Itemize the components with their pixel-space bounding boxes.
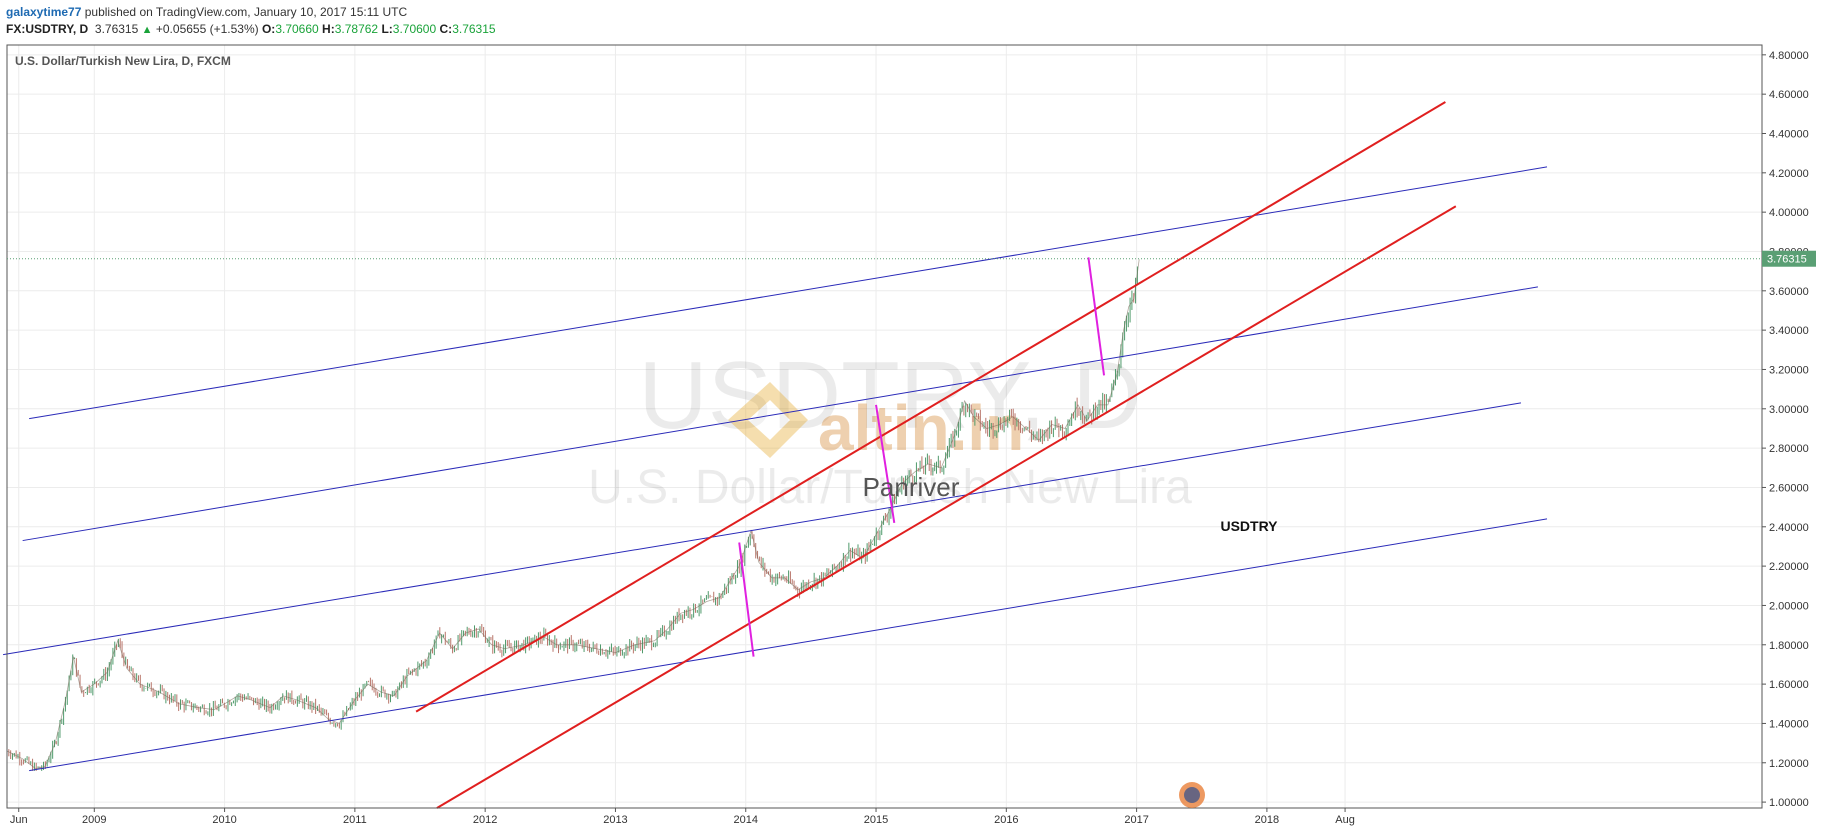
x-tick-label: 2009: [82, 814, 106, 826]
trendline-blue[interactable]: [3, 402, 1522, 656]
low-value: 3.70600: [392, 22, 437, 36]
y-tick-label: 2.60000: [1769, 482, 1809, 494]
trendline-blue[interactable]: [29, 166, 1548, 420]
symbol-label: FX:USDTRY, D: [6, 22, 89, 36]
y-tick-label: 2.00000: [1769, 600, 1809, 612]
y-tick-label: 1.60000: [1769, 679, 1809, 691]
publish-line: galaxytime77 published on TradingView.co…: [6, 5, 407, 19]
x-tick-label: 2016: [994, 814, 1018, 826]
trendlines: [3, 101, 1548, 809]
low-label: L:: [381, 22, 393, 36]
close-value: 3.76315: [452, 22, 496, 36]
trendline-magenta[interactable]: [1087, 257, 1106, 376]
quote-line: FX:USDTRY, D 3.76315 ▲ +0.05655 (+1.53%)…: [6, 22, 496, 37]
y-tick-label: 2.80000: [1769, 443, 1809, 455]
chart-title: U.S. Dollar/Turkish New Lira, D, FXCM: [15, 54, 231, 68]
plot-border: [6, 44, 1763, 809]
y-tick-label: 2.20000: [1769, 561, 1809, 573]
y-axis[interactable]: 4.800004.600004.400004.200004.000003.800…: [1762, 50, 1809, 809]
y-tick-label: 4.20000: [1769, 168, 1809, 180]
x-tick-label: 2017: [1124, 814, 1148, 826]
y-tick-label: 1.00000: [1769, 797, 1809, 809]
y-tick-label: 3.00000: [1769, 404, 1809, 416]
last-price-badge-label: 3.76315: [1767, 254, 1807, 266]
author-link[interactable]: galaxytime77: [6, 5, 82, 19]
y-tick-label: 3.20000: [1769, 364, 1809, 376]
watermark-name: U.S. Dollar/Turkish New Lira: [588, 461, 1192, 514]
trendline-magenta[interactable]: [738, 542, 755, 657]
last-price-badge: [1762, 250, 1816, 267]
x-tick-label: 2013: [603, 814, 627, 826]
x-tick-label: 2010: [212, 814, 236, 826]
annotation-usdtry: USDTRY: [1220, 518, 1278, 534]
y-tick-label: 1.80000: [1769, 640, 1809, 652]
y-tick-label: 2.40000: [1769, 522, 1809, 534]
price-series: [6, 259, 1140, 771]
last-price-marker: 3.76315: [7, 250, 1816, 267]
y-tick-label: 3.40000: [1769, 325, 1809, 337]
trendline-red[interactable]: [415, 101, 1446, 713]
annotations: Panriver USDTRY: [863, 472, 1279, 534]
high-label: H:: [322, 22, 335, 36]
series-line: [6, 259, 1140, 770]
open-label: O:: [261, 22, 276, 36]
tradingview-logo-icon-inner: [1184, 787, 1200, 803]
annotation-panriver: Panriver: [863, 472, 960, 502]
altin-logo-mark: [728, 382, 808, 458]
close-label: C:: [439, 22, 453, 36]
triangle-up-icon: ▲: [141, 24, 153, 36]
y-tick-label: 4.80000: [1769, 50, 1809, 62]
publish-info: published on TradingView.com, January 10…: [84, 5, 408, 19]
y-tick-label: 3.60000: [1769, 286, 1809, 298]
y-tick-label: 1.40000: [1769, 718, 1809, 730]
trendline-magenta[interactable]: [875, 404, 896, 524]
open-value: 3.70660: [275, 22, 319, 36]
altin-logo-mark-inner: [748, 400, 790, 440]
trendline-blue[interactable]: [22, 286, 1538, 542]
x-tick-label: 2012: [473, 814, 497, 826]
tradingview-logo: [1179, 782, 1205, 808]
y-tick-label: 1.20000: [1769, 758, 1809, 770]
trendline-red[interactable]: [436, 205, 1457, 809]
altin-logo: altin.in: [728, 382, 1024, 464]
x-tick-label: 2011: [343, 814, 367, 826]
high-value: 3.78762: [334, 22, 379, 36]
last-price: 3.76315: [94, 22, 139, 36]
x-axis[interactable]: Jun 2009 2010 2011 2012 2013 2014 2015 2016 2017 2…: [10, 808, 1355, 826]
x-tick-label: Jun: [10, 814, 28, 826]
x-tick-label: 2018: [1255, 814, 1279, 826]
chart-header: galaxytime77 published on TradingView.co…: [0, 0, 1824, 44]
price-change: +0.05655 (+1.53%): [155, 22, 259, 36]
y-tick-label: 4.00000: [1769, 207, 1809, 219]
trendline-blue[interactable]: [29, 518, 1548, 772]
y-tick-label: 4.60000: [1769, 89, 1809, 101]
x-tick-label: 2014: [733, 814, 757, 826]
x-tick-label: Aug: [1335, 814, 1355, 826]
x-tick-label: 2015: [864, 814, 888, 826]
y-tick-label: 4.40000: [1769, 128, 1809, 140]
